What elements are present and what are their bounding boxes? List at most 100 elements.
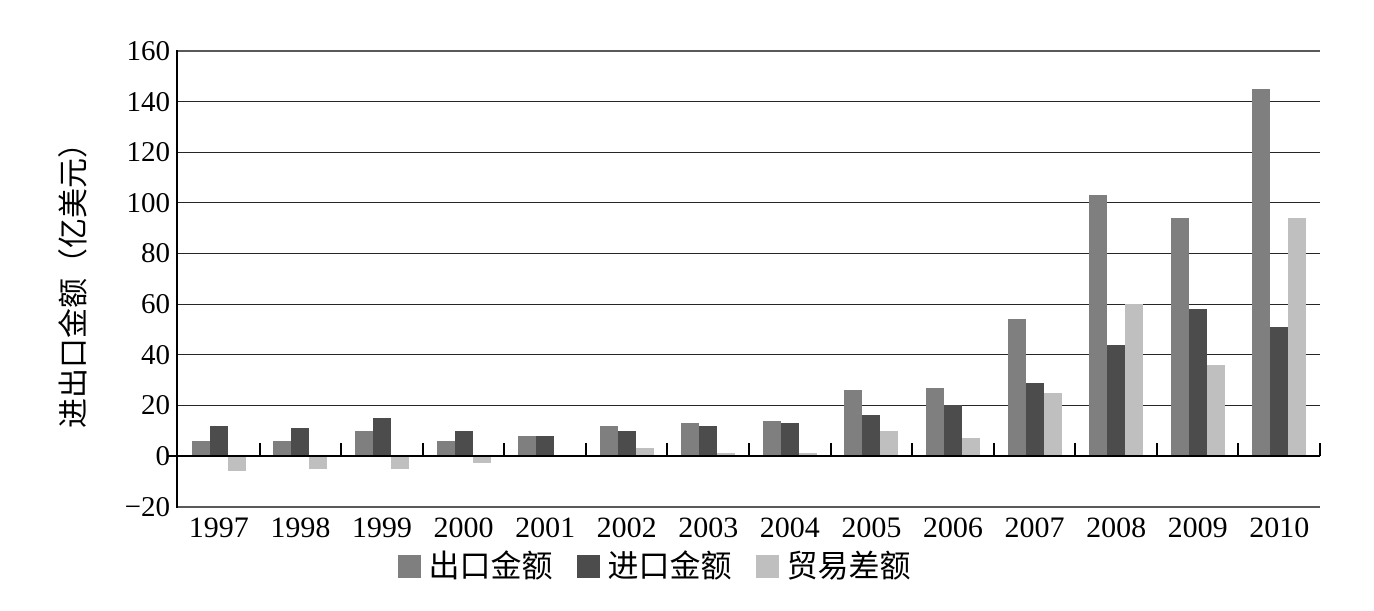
x-tick-label-2000: 2000 — [433, 511, 494, 544]
bar-s2-1997 — [209, 425, 228, 456]
bar-s2-2007 — [1025, 382, 1044, 456]
legend-label-1: 出口金额 — [428, 549, 553, 584]
y-tick-label-60: 60 — [141, 288, 170, 321]
x-tick-label-2008: 2008 — [1086, 511, 1147, 544]
bar-s2-2004 — [780, 423, 799, 456]
x-tick-label-2003: 2003 — [678, 511, 739, 544]
legend-label-2: 进口金额 — [607, 549, 732, 584]
bar-s1-1997 — [191, 440, 210, 456]
y-tick-label--20: −20 — [124, 490, 170, 523]
bar-s2-2003 — [699, 425, 718, 456]
bar-s1-2006 — [925, 387, 944, 456]
y-tick-label-80: 80 — [141, 237, 170, 270]
legend-swatch-2 — [576, 555, 600, 578]
x-tick-4 — [503, 442, 506, 456]
bar-s3-1999 — [390, 455, 409, 469]
x-tick-label-2006: 2006 — [922, 511, 983, 544]
bar-s2-2009 — [1188, 309, 1207, 456]
bar-s1-2001 — [518, 435, 537, 456]
x-tick-10 — [992, 442, 995, 456]
bar-s1-2000 — [436, 440, 455, 456]
bar-s1-2010 — [1252, 89, 1271, 456]
x-tick-label-1999: 1999 — [351, 511, 412, 544]
x-tick-5 — [584, 442, 587, 456]
gridline-120 — [178, 151, 1320, 153]
gridline-80 — [178, 252, 1320, 254]
bar-s2-2005 — [862, 415, 881, 456]
x-tick-label-1997: 1997 — [188, 511, 249, 544]
bar-s2-1998 — [291, 428, 310, 456]
bar-s1-2002 — [599, 425, 618, 456]
legend-swatch-1 — [397, 555, 421, 578]
x-tick-label-2001: 2001 — [515, 511, 576, 544]
bar-s1-2003 — [681, 423, 700, 456]
x-tick-label-2010: 2010 — [1249, 511, 1310, 544]
gridline-40 — [178, 354, 1320, 356]
bar-s3-2010 — [1288, 218, 1307, 456]
bar-s3-2004 — [798, 453, 817, 456]
x-tick-11 — [1074, 442, 1077, 456]
x-tick-13 — [1237, 442, 1240, 456]
bar-s1-1998 — [273, 440, 292, 456]
bar-s1-2004 — [762, 420, 781, 456]
bar-s2-1999 — [372, 417, 391, 456]
bar-s3-2006 — [961, 438, 980, 456]
bar-s3-2009 — [1206, 364, 1225, 456]
zero-axis-line — [168, 454, 1320, 457]
gridline-140 — [178, 101, 1320, 103]
plot-area — [178, 51, 1320, 506]
y-tick-label-160: 160 — [126, 35, 171, 67]
x-tick-label-2002: 2002 — [596, 511, 657, 544]
y-tick-label-40: 40 — [141, 338, 170, 371]
x-tick-3 — [421, 442, 424, 456]
bar-s1-1999 — [354, 430, 373, 456]
legend-label-3: 贸易差额 — [786, 549, 911, 584]
bar-s3-2007 — [1043, 392, 1062, 456]
bar-s1-2009 — [1170, 218, 1189, 456]
y-tick-label-100: 100 — [126, 186, 171, 219]
x-tick-label-2004: 2004 — [759, 511, 820, 544]
gridline-20 — [178, 404, 1320, 406]
bar-s3-2000 — [472, 455, 491, 464]
bar-s3-2005 — [880, 430, 899, 456]
bar-s3-1997 — [227, 455, 246, 472]
y-tick-label-120: 120 — [126, 136, 171, 169]
x-tick-label-1998: 1998 — [270, 511, 331, 544]
bar-s3-2002 — [635, 448, 654, 456]
x-tick-6 — [666, 442, 669, 456]
y-tick-label-140: 140 — [126, 85, 171, 118]
gridline-60 — [178, 303, 1320, 305]
y-tick-label-20: 20 — [141, 389, 170, 422]
x-tick-2 — [340, 442, 343, 456]
x-tick-9 — [911, 442, 914, 456]
x-tick-label-2007: 2007 — [1004, 511, 1065, 544]
x-tick-7 — [748, 442, 750, 456]
bar-s2-2001 — [536, 435, 555, 456]
bar-s3-2008 — [1125, 304, 1144, 456]
bar-s3-2003 — [717, 453, 736, 456]
x-tick-14 — [1319, 442, 1321, 456]
legend-swatch-3 — [755, 555, 779, 578]
x-tick-1 — [258, 442, 261, 456]
gridline-100 — [178, 202, 1320, 204]
gridline--20 — [178, 505, 1320, 508]
bar-s2-2006 — [943, 405, 962, 456]
bar-s3-1998 — [309, 455, 328, 469]
bar-s1-2008 — [1089, 195, 1108, 456]
x-tick-label-2009: 2009 — [1167, 511, 1228, 544]
y-axis-line — [176, 50, 178, 508]
legend-item-2: 进口金额 — [576, 549, 732, 584]
bar-s2-2008 — [1107, 344, 1126, 456]
x-tick-label-2005: 2005 — [841, 511, 902, 544]
bar-s1-2005 — [844, 390, 863, 456]
legend-item-3: 贸易差额 — [755, 549, 911, 584]
legend-item-1: 出口金额 — [397, 549, 553, 584]
bar-s1-2007 — [1007, 319, 1026, 456]
y-tick-label-0: 0 — [155, 439, 171, 472]
legend: 出口金额 进口金额 贸易差额 — [0, 551, 1341, 582]
bar-s2-2002 — [617, 430, 636, 456]
x-tick-12 — [1155, 442, 1158, 456]
x-tick-8 — [829, 442, 832, 456]
bar-s2-2010 — [1270, 326, 1289, 456]
